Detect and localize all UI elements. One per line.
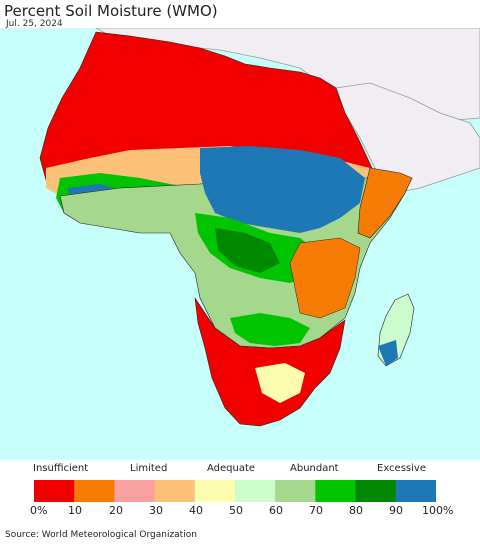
legend-swatch-0 [34, 480, 75, 502]
central-excessive-zone [200, 146, 365, 233]
legend-tick-30: 30 [149, 504, 163, 517]
legend-swatch-8 [355, 480, 397, 502]
legend-tick-90: 90 [389, 504, 403, 517]
legend-label-limited: Limited [130, 463, 168, 474]
arabian-peninsula [335, 82, 480, 194]
legend-tick-0: 0% [30, 504, 48, 517]
map-title: Percent Soil Moisture (WMO) [4, 2, 218, 20]
africa-south [194, 297, 346, 427]
soil-moisture-map [0, 28, 480, 460]
legend-swatch-7 [315, 480, 357, 502]
legend-tick-50: 50 [229, 504, 243, 517]
map-date: Jul. 25, 2024 [6, 19, 63, 29]
legend-label-abundant: Abundant [290, 463, 339, 474]
legend-tick-40: 40 [189, 504, 203, 517]
legend-swatch-4 [194, 480, 236, 502]
legend-colorbar [34, 480, 436, 502]
legend-label-insufficient: Insufficient [33, 463, 89, 474]
legend-swatch-3 [154, 480, 196, 502]
southern-adequate [255, 363, 305, 403]
southern-green-belt [230, 313, 310, 346]
central-dark-green [215, 228, 280, 273]
source-credit: Source: World Meteorological Organizatio… [5, 530, 197, 540]
legend-label-excessive: Excessive [377, 463, 426, 474]
horn-of-africa [357, 167, 413, 239]
legend-tick-60: 60 [269, 504, 283, 517]
legend-label-adequate: Adequate [207, 463, 256, 474]
madagascar-excessive [378, 340, 398, 366]
legend-tick-20: 20 [109, 504, 123, 517]
legend-swatch-2 [114, 480, 156, 502]
legend-swatch-6 [275, 480, 316, 502]
east-africa [289, 237, 361, 319]
legend-tick-10: 10 [68, 504, 82, 517]
legend-tick-80: 80 [349, 504, 363, 517]
legend-swatch-1 [74, 480, 115, 502]
legend-swatch-9 [395, 480, 436, 502]
legend-tick-100: 100% [422, 504, 454, 517]
legend-swatch-5 [235, 480, 276, 502]
legend-tick-70: 70 [309, 504, 323, 517]
